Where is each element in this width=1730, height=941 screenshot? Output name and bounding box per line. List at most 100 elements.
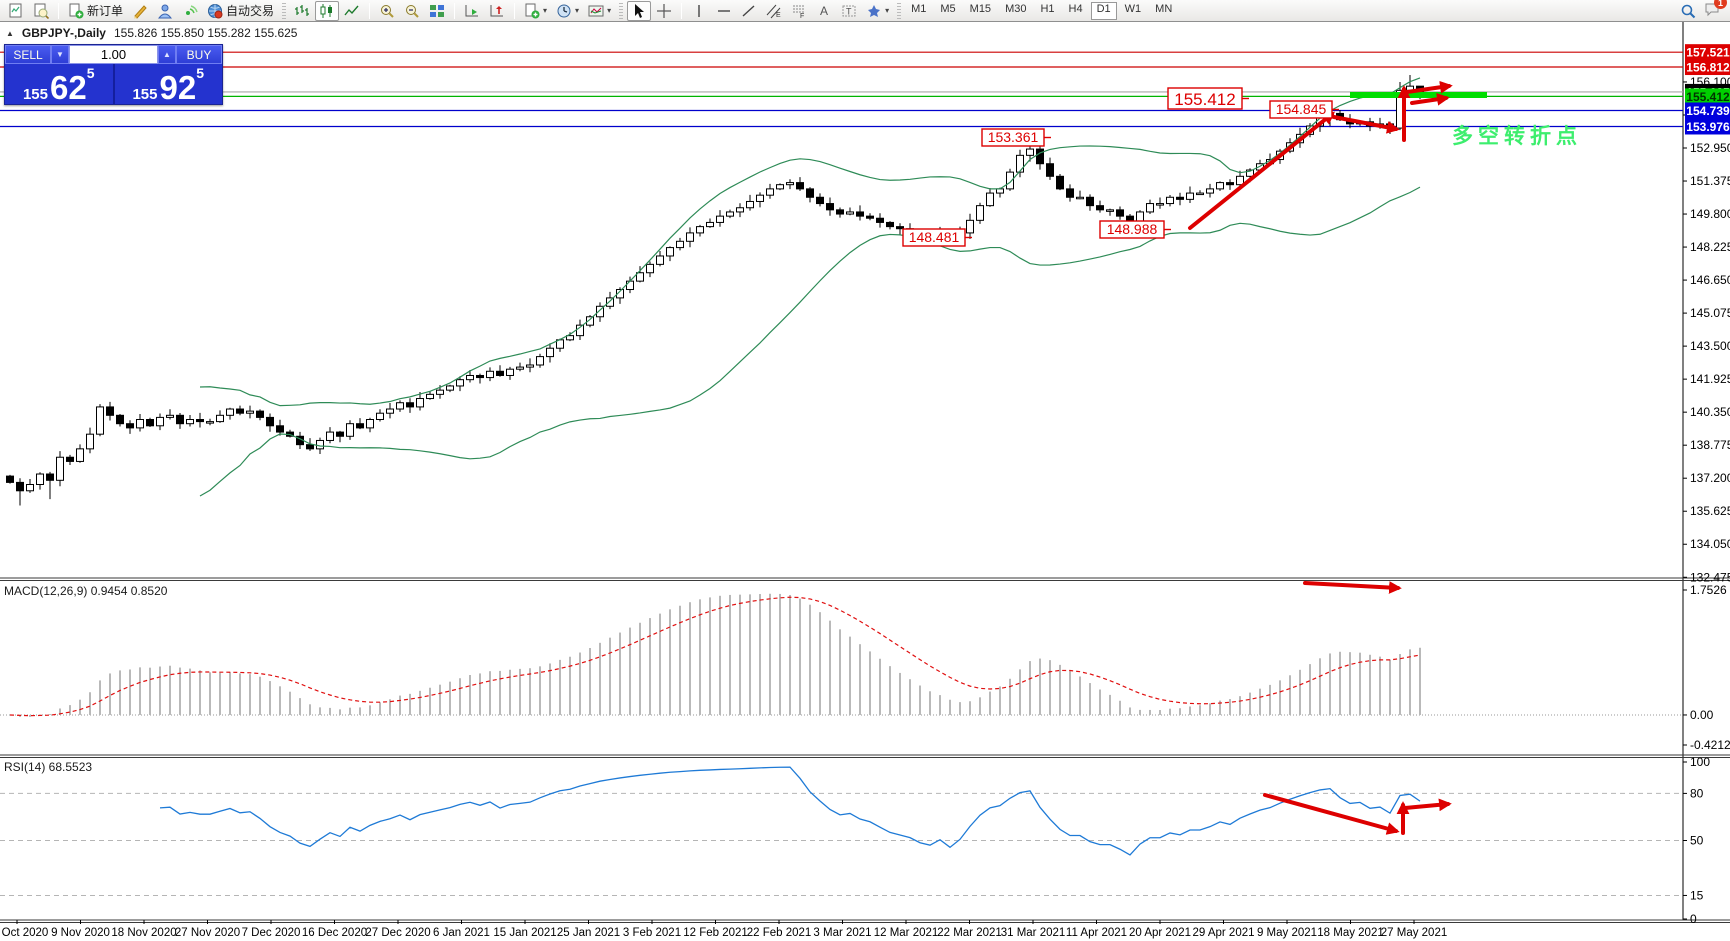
volume-input[interactable]: 1.00	[69, 45, 158, 64]
red-trend-arrow-4[interactable]	[1405, 80, 1453, 94]
expert-advisor-icon	[157, 3, 173, 19]
sep-main-macd[interactable]	[0, 577, 1730, 581]
line-chart-button[interactable]	[340, 1, 364, 21]
sep-macd-rsi[interactable]	[0, 754, 1730, 758]
svg-text:155.412: 155.412	[1686, 90, 1730, 104]
timeframe-D1[interactable]: D1	[1090, 1, 1117, 20]
cursor-tool-button[interactable]	[627, 0, 652, 21]
bar-chart-button[interactable]	[290, 1, 314, 21]
fibonacci-tool[interactable]: F	[787, 1, 811, 21]
toolbar-separator	[514, 2, 516, 19]
price-chart-canvas[interactable]: 156.100154.525152.950151.375149.800148.2…	[0, 22, 1730, 941]
timeframe-H1[interactable]: H1	[1040, 2, 1055, 15]
rsi-line	[159, 766, 1421, 856]
sell-button[interactable]: SELL	[5, 45, 51, 64]
date-tick-label: 22 Feb 2021	[747, 927, 812, 939]
price-label-box-154.845[interactable]: 154.845	[1269, 100, 1339, 119]
vertical-line-tool[interactable]	[687, 1, 711, 21]
price-tick-label: 152.950	[1690, 141, 1730, 155]
timeframe-M15[interactable]: M15	[969, 2, 992, 15]
collapse-panel-icon[interactable]: ▲	[6, 28, 14, 38]
price-tick-label: 148.225	[1690, 240, 1730, 254]
templates-button[interactable]: ▾	[584, 1, 615, 21]
new-chart-button[interactable]	[4, 1, 28, 21]
expert-advisors-button[interactable]	[153, 1, 177, 21]
svg-text:154.739: 154.739	[1686, 104, 1730, 118]
arrows-icon	[866, 3, 882, 19]
channel-icon: E	[766, 3, 782, 19]
date-tick-label: 31 Mar 2021	[1001, 927, 1066, 939]
red-trend-arrow-2[interactable]	[1332, 115, 1400, 134]
timeframe-H4[interactable]: H4	[1068, 2, 1083, 15]
sell-price-point: 5	[86, 65, 95, 81]
timeframe-MN[interactable]: MN	[1155, 2, 1173, 15]
toolbar-grip	[619, 2, 624, 19]
red-trend-arrow-5[interactable]	[1410, 92, 1450, 106]
cn-annotation-text[interactable]: 多空转折点	[1452, 124, 1582, 148]
red-trend-arrow-9[interactable]	[1403, 798, 1452, 812]
symbol-name: GBPJPY-,Daily	[21, 26, 106, 40]
text-label-tool[interactable]: T	[837, 1, 861, 21]
horizontal-line-tool[interactable]	[712, 1, 736, 21]
price-tick-label: 149.800	[1690, 207, 1730, 221]
profiles-icon	[33, 3, 49, 19]
zoom-in-button[interactable]	[375, 1, 399, 21]
timeframe-M30[interactable]: M30	[1005, 2, 1027, 15]
zoom-in-icon	[379, 3, 395, 19]
buy-price[interactable]: 155 92 5	[115, 64, 223, 104]
date-tick-label: 7 Dec 2020	[242, 927, 301, 939]
arrows-tool[interactable]: ▾	[862, 1, 893, 21]
signals-button[interactable]	[178, 1, 202, 21]
volume-increase-button[interactable]: ▲	[158, 45, 176, 64]
indicators-button[interactable]: ▾	[520, 1, 551, 21]
macd-axis-label: -0.4212	[1690, 738, 1730, 752]
date-tick-label: 12 Feb 2021	[683, 927, 748, 939]
price-label-box-155.412[interactable]: 155.412	[1167, 87, 1249, 110]
price-label-box-148.481[interactable]: 148.481	[902, 228, 972, 247]
crayon-button[interactable]	[128, 1, 152, 21]
chart-shift-button[interactable]	[485, 1, 509, 21]
date-tick-label: 30 Oct 2020	[0, 927, 48, 939]
price-label-box-153.361[interactable]: 153.361	[981, 128, 1051, 147]
profiles-button[interactable]	[29, 1, 53, 21]
new-order-button[interactable]: 新订单	[64, 1, 127, 21]
price-axis-badge-155.412: 155.412	[1685, 88, 1730, 105]
zoom-out-button[interactable]	[400, 1, 424, 21]
text-label-icon: T	[841, 3, 857, 19]
svg-text:E: E	[776, 12, 781, 19]
auto-scroll-icon	[464, 3, 480, 19]
price-label-box-148.988[interactable]: 148.988	[1099, 220, 1171, 239]
periods-button[interactable]: ▾	[552, 1, 583, 21]
red-trend-arrow-7[interactable]	[1263, 793, 1400, 835]
sell-price[interactable]: 155 62 5	[5, 64, 115, 104]
sep-rsi-dates[interactable]	[0, 919, 1730, 923]
timeframe-W1[interactable]: W1	[1124, 2, 1142, 15]
crosshair-tool-button[interactable]	[652, 1, 676, 21]
trendline-icon	[741, 3, 757, 19]
red-trend-arrow-1[interactable]	[1188, 111, 1335, 230]
sell-price-handle: 155	[22, 86, 48, 103]
auto-trading-icon	[207, 3, 223, 19]
tile-windows-button[interactable]	[425, 1, 449, 21]
trendline-tool[interactable]	[737, 1, 761, 21]
red-trend-arrow-6[interactable]	[1303, 581, 1402, 594]
rsi-indicator-label: RSI(14) 68.5523	[4, 760, 92, 774]
equidistant-channel-tool[interactable]: E	[762, 1, 786, 21]
toolbar-grip	[282, 2, 287, 19]
volume-decrease-button[interactable]: ▼	[51, 45, 69, 64]
svg-text:157.521: 157.521	[1686, 46, 1730, 60]
date-tick-label: 25 Jan 2021	[557, 927, 620, 939]
buy-button[interactable]: BUY	[176, 45, 222, 64]
toolbar-separator	[681, 2, 683, 19]
candlestick-chart-icon	[319, 3, 335, 19]
toolbar-grip	[897, 2, 902, 19]
auto-scroll-button[interactable]	[460, 1, 484, 21]
search-icon[interactable]	[1680, 3, 1696, 19]
timeframe-M1[interactable]: M1	[911, 2, 927, 15]
text-tool[interactable]: A	[812, 1, 836, 21]
candlestick-chart-button[interactable]	[315, 0, 340, 21]
timeframe-M5[interactable]: M5	[940, 2, 956, 15]
chat-button[interactable]: 1	[1704, 0, 1727, 20]
line-chart-icon	[344, 3, 360, 19]
auto-trading-button[interactable]: 自动交易	[203, 1, 278, 21]
